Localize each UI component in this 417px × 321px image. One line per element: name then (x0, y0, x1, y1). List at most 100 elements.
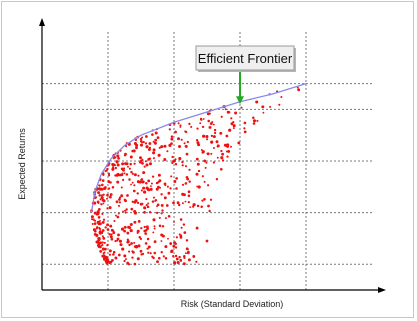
scatter-point (203, 180, 206, 183)
scatter-point (110, 258, 114, 262)
scatter-point (161, 209, 164, 212)
scatter-point (97, 216, 101, 219)
scatter-point (203, 197, 206, 201)
scatter-point (147, 202, 150, 205)
scatter-point (196, 185, 199, 188)
scatter-point (179, 125, 182, 128)
scatter-point (170, 135, 174, 138)
scatter-point (145, 145, 149, 149)
scatter-point (144, 242, 148, 245)
scatter-point (141, 202, 144, 206)
scatter-point (152, 151, 156, 155)
scatter-point (181, 192, 185, 196)
scatter-point (243, 121, 247, 125)
scatter-point (147, 251, 150, 254)
scatter-point (101, 247, 105, 251)
scatter-point (170, 249, 174, 253)
scatter-point (125, 173, 129, 176)
scatter-point (115, 173, 119, 177)
scatter-point (147, 179, 151, 183)
scatter-point (126, 231, 129, 235)
scatter-point (141, 158, 144, 161)
scatter-point (103, 186, 107, 190)
scatter-point (205, 239, 209, 243)
scatter-point (183, 142, 186, 145)
scatter-point (158, 216, 161, 219)
scatter-point (188, 168, 191, 171)
scatter-point (151, 200, 155, 203)
scatter-point (180, 138, 183, 141)
scatter-point (121, 162, 125, 166)
scatter-point (149, 162, 152, 166)
scatter-point (106, 223, 110, 227)
scatter-point (98, 184, 101, 187)
scatter-point (102, 193, 105, 196)
scatter-point (121, 247, 125, 251)
scatter-point (210, 140, 214, 144)
scatter-point (174, 130, 177, 134)
scatter-point (111, 167, 115, 171)
scatter-point (160, 240, 163, 242)
scatter-point (163, 196, 167, 200)
scatter-point (178, 145, 181, 148)
scatter-point (146, 227, 149, 230)
scatter-point (109, 195, 112, 199)
scatter-point (144, 229, 148, 232)
scatter-point (141, 162, 144, 165)
scatter-point (226, 155, 229, 158)
scatter-point (106, 207, 109, 210)
scatter-point (196, 141, 200, 145)
scatter-point (101, 235, 104, 238)
scatter-point (184, 165, 188, 168)
scatter-point (278, 103, 281, 106)
scatter-point (237, 141, 241, 145)
scatter-point (187, 201, 190, 204)
scatter-point (142, 186, 146, 190)
scatter-point (181, 202, 184, 205)
scatter-point (117, 212, 120, 215)
scatter-point (135, 146, 138, 150)
scatter-point (187, 258, 191, 262)
scatter-point (184, 200, 187, 203)
scatter-point (171, 161, 174, 164)
scatter-point (145, 198, 148, 201)
scatter-point (227, 149, 231, 153)
scatter-point (208, 125, 212, 129)
callout-arrow-head (236, 96, 244, 105)
scatter-point (169, 187, 172, 190)
scatter-point (183, 231, 187, 234)
scatter-point (120, 167, 124, 171)
scatter-point (117, 204, 121, 207)
scatter-point (173, 220, 175, 223)
scatter-point (174, 163, 178, 166)
scatter-point (280, 95, 283, 99)
scatter-point (145, 182, 148, 185)
scatter-point (255, 100, 259, 104)
scatter-point (158, 256, 161, 260)
scatter-point (111, 166, 115, 169)
scatter-point (197, 169, 201, 173)
scatter-point (139, 139, 143, 143)
scatter-point (116, 237, 120, 241)
scatter-point (141, 180, 144, 184)
scatter-point (160, 193, 163, 196)
scatter-point (151, 133, 154, 136)
scatter-point (195, 260, 198, 263)
scatter-point (200, 205, 203, 209)
scatter-point (201, 151, 204, 154)
scatter-point (200, 148, 203, 151)
scatter-point (96, 210, 100, 214)
scatter-point (149, 185, 152, 188)
scatter-point (158, 146, 161, 149)
frontier-line-layer (90, 82, 307, 213)
scatter-point (211, 121, 214, 123)
scatter-point (102, 218, 106, 221)
scatter-point (161, 234, 165, 238)
scatter-point (97, 222, 101, 226)
scatter-point (99, 245, 102, 248)
scatter-point (197, 185, 201, 189)
scatter-point (252, 119, 257, 123)
scatter-point (207, 204, 210, 208)
scatter-point (153, 251, 157, 255)
scatter-point (156, 136, 160, 140)
